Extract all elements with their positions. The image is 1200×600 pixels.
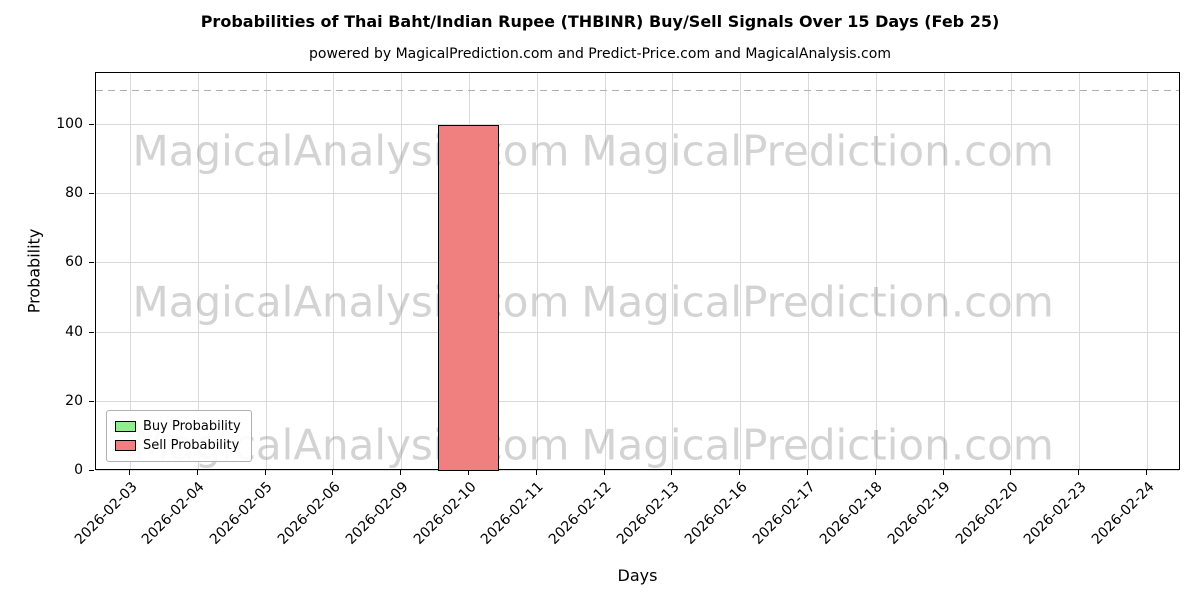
x-tick-mark: [332, 470, 333, 475]
legend-swatch-buy-probability: [115, 421, 136, 432]
x-axis-label: Days: [617, 566, 658, 585]
watermark-text: MagicalPrediction.com: [581, 126, 1054, 176]
y-tick-label: 100: [56, 115, 83, 132]
x-tick-label: 2026-02-04: [139, 479, 209, 548]
x-tick-label: 2026-02-12: [546, 479, 615, 548]
reference-dashed-line: [96, 90, 1179, 91]
x-tick-label: 2026-02-03: [71, 479, 141, 548]
grid-line-vertical: [672, 73, 673, 469]
grid-line-vertical: [740, 73, 741, 469]
grid-line-vertical: [130, 73, 131, 469]
x-tick-mark: [1078, 470, 1079, 475]
x-tick-label: 2026-02-05: [206, 479, 276, 548]
x-tick-mark: [739, 470, 740, 475]
y-tick-mark: [89, 332, 94, 333]
grid-line-vertical: [333, 73, 334, 469]
x-tick-mark: [807, 470, 808, 475]
legend-label: Buy Probability: [143, 419, 241, 434]
legend-item: Sell Probability: [115, 436, 241, 455]
grid-line-vertical: [605, 73, 606, 469]
x-tick-label: 2026-02-23: [1020, 479, 1090, 548]
grid-line-vertical: [537, 73, 538, 469]
y-tick-label: 40: [65, 323, 83, 340]
grid-line-vertical: [876, 73, 877, 469]
x-tick-label: 2026-02-06: [274, 479, 344, 548]
x-tick-mark: [604, 470, 605, 475]
y-tick-mark: [89, 470, 94, 471]
y-tick-label: 0: [74, 462, 83, 478]
x-tick-mark: [1010, 470, 1011, 475]
grid-line-horizontal: [96, 331, 1179, 333]
chart-title: Probabilities of Thai Baht/Indian Rupee …: [200, 12, 1000, 31]
y-tick-mark: [89, 401, 94, 402]
legend-label: Sell Probability: [143, 438, 240, 453]
grid-line-vertical: [808, 73, 809, 469]
x-tick-label: 2026-02-24: [1088, 479, 1158, 548]
x-tick-mark: [400, 470, 401, 475]
watermark-text: MagicalPrediction.com: [581, 420, 1054, 470]
grid-line-vertical: [1011, 73, 1012, 469]
grid-line-horizontal: [96, 123, 1179, 125]
y-tick-label: 80: [65, 185, 83, 202]
legend-swatch-sell-probability: [115, 440, 136, 451]
grid-line-horizontal: [96, 400, 1179, 402]
legend: Buy Probability Sell Probability: [106, 410, 252, 462]
grid-line-vertical: [1079, 73, 1080, 469]
x-tick-label: 2026-02-17: [749, 479, 819, 548]
x-tick-label: 2026-02-09: [342, 479, 412, 548]
y-tick-label: 60: [65, 254, 83, 271]
x-tick-mark: [197, 470, 198, 475]
x-tick-label: 2026-02-20: [952, 479, 1022, 548]
grid-line-vertical: [266, 73, 267, 469]
chart-subtitle: powered by MagicalPrediction.com and Pre…: [309, 46, 891, 62]
grid-line-vertical: [198, 73, 199, 469]
grid-line-horizontal: [96, 470, 1179, 471]
grid-line-vertical: [401, 73, 402, 469]
x-tick-mark: [536, 470, 537, 475]
grid-line-vertical: [1147, 73, 1148, 469]
x-tick-mark: [671, 470, 672, 475]
y-tick-mark: [89, 262, 94, 263]
x-tick-label: 2026-02-10: [410, 479, 480, 548]
y-tick-mark: [89, 193, 94, 194]
x-tick-mark: [468, 470, 469, 475]
legend-item: Buy Probability: [115, 417, 241, 436]
x-tick-mark: [875, 470, 876, 475]
y-tick-mark: [89, 124, 94, 125]
x-tick-mark: [1146, 470, 1147, 475]
x-tick-mark: [129, 470, 130, 475]
x-tick-label: 2026-02-19: [885, 479, 954, 548]
x-tick-label: 2026-02-11: [478, 479, 548, 548]
plot-area: Buy Probability Sell Probability MagicalA…: [95, 72, 1180, 471]
x-tick-label: 2026-02-18: [817, 479, 887, 548]
grid-line-horizontal: [96, 262, 1179, 264]
bar-sell-probability-2026-02-10: [438, 124, 500, 471]
y-tick-label: 20: [65, 392, 83, 409]
watermark-text: MagicalPrediction.com: [581, 277, 1054, 327]
x-tick-label: 2026-02-16: [681, 479, 751, 548]
grid-line-vertical: [944, 73, 945, 469]
x-tick-label: 2026-02-13: [613, 479, 683, 548]
x-tick-mark: [943, 470, 944, 475]
grid-line-horizontal: [96, 193, 1179, 195]
x-tick-mark: [265, 470, 266, 475]
